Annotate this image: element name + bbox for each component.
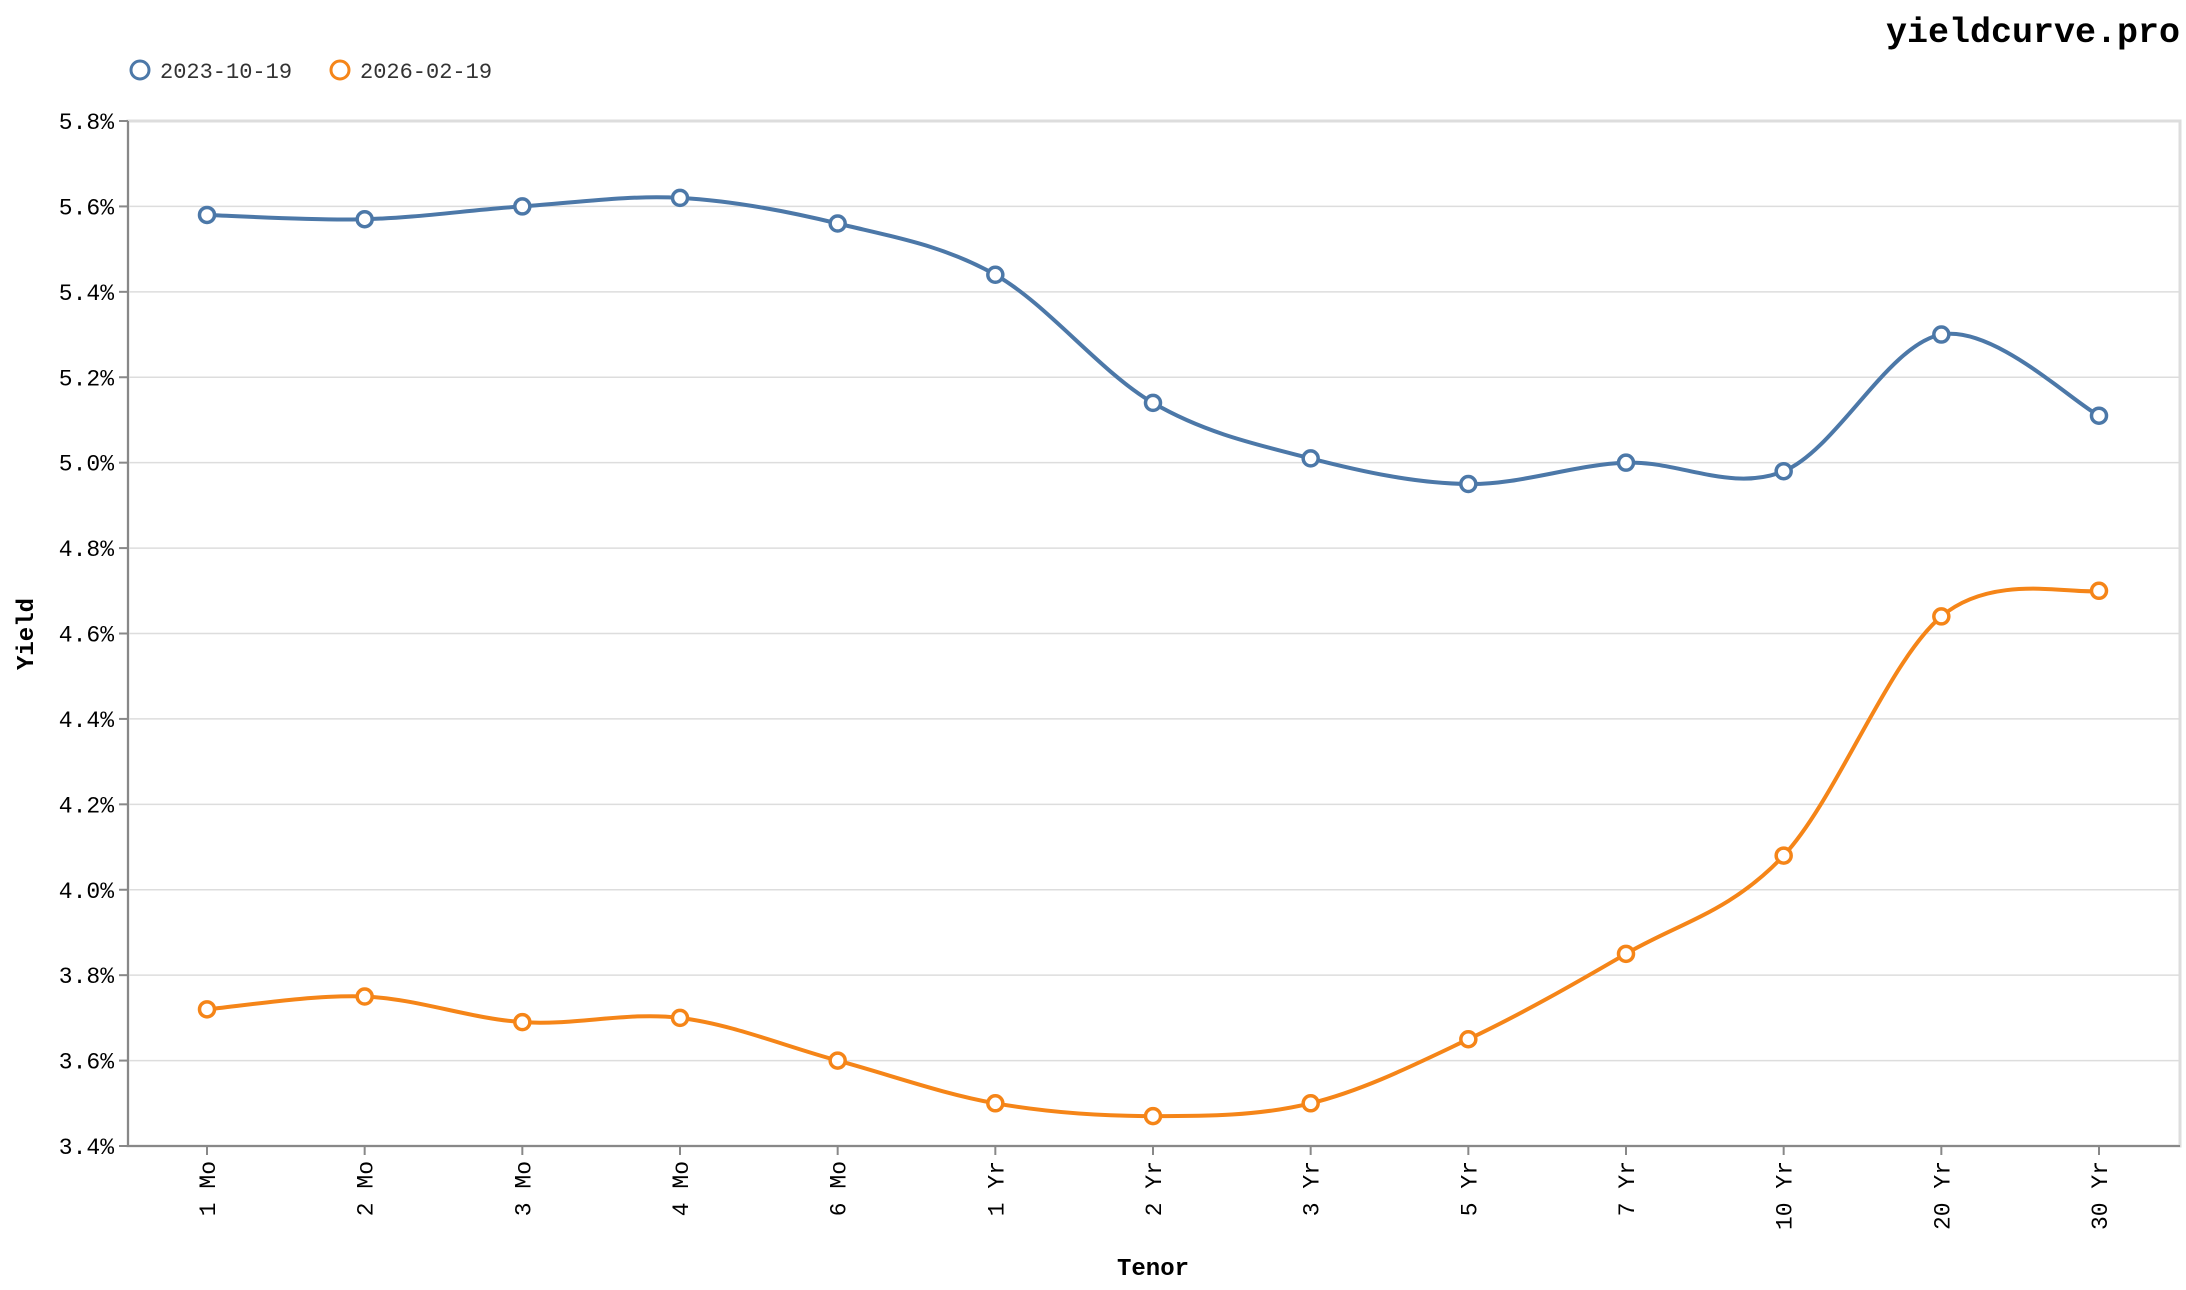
series-line <box>206 586 2100 1119</box>
series-2026-02-19 <box>197 581 2109 1126</box>
data-point <box>1616 453 1636 472</box>
x-tick-label: 4 Mo <box>669 1161 695 1216</box>
data-point <box>355 987 374 1006</box>
data-point <box>1459 1029 1478 1049</box>
data-point <box>2089 581 2109 601</box>
x-axis: 1 Mo 2 Mo 3 Mo 4 Mo 6 Mo 1 Yr 2 Yr 3 Yr 5 Yr 7 Yr… <box>128 1145 2180 1230</box>
legend-marker <box>129 59 151 81</box>
data-point <box>1143 393 1163 413</box>
y-tick-label: 4.6% <box>59 623 114 649</box>
x-tick-label: 5 Yr <box>1457 1161 1483 1216</box>
x-tick-label: 20 Yr <box>1930 1161 1956 1230</box>
y-tick-label: 5.4% <box>59 281 114 307</box>
legend-label: 2026-02-19 <box>360 60 492 85</box>
data-point <box>2089 406 2109 425</box>
data-point <box>1774 846 1793 865</box>
x-tick-label: 30 Yr <box>2088 1161 2114 1230</box>
data-point <box>986 265 1005 284</box>
x-tick-label: 1 Yr <box>984 1161 1010 1216</box>
data-point <box>1301 449 1320 468</box>
y-axis: 3.4% 3.6% 3.8% 4.0% 4.2% 4.4% 4.6% 4.8% 5.0% 5.2%… <box>59 110 129 1161</box>
data-point <box>670 188 690 208</box>
data-point <box>828 214 847 233</box>
y-tick-label: 5.6% <box>59 195 114 221</box>
data-point <box>197 1000 217 1019</box>
y-tick-label: 4.8% <box>59 537 114 563</box>
data-point <box>1932 325 1951 344</box>
y-tick-label: 4.2% <box>59 793 114 819</box>
series-2023-10-19 <box>197 188 2109 494</box>
brand-title: yieldcurve.pro <box>1886 13 2180 53</box>
x-tick-label: 7 Yr <box>1615 1161 1641 1216</box>
y-tick-label: 5.8% <box>59 110 114 136</box>
data-point <box>513 197 532 216</box>
x-tick-label: 10 Yr <box>1773 1161 1799 1230</box>
data-point <box>1459 474 1478 494</box>
data-point <box>1774 461 1793 481</box>
y-tick-label: 4.4% <box>59 708 114 734</box>
data-point <box>1932 607 1951 626</box>
x-tick-label: 3 Yr <box>1300 1161 1326 1216</box>
data-point <box>513 1012 532 1032</box>
data-point <box>1616 944 1636 964</box>
y-axis-title: Yield <box>14 598 41 670</box>
data-point <box>986 1094 1005 1113</box>
data-point <box>670 1008 690 1028</box>
gridlines <box>128 120 2180 1147</box>
x-axis-title: Tenor <box>1117 1256 1189 1283</box>
y-tick-label: 5.2% <box>59 366 114 392</box>
series-line <box>206 195 2100 487</box>
data-point <box>197 205 217 225</box>
y-tick-label: 4.0% <box>59 879 114 905</box>
x-tick-label: 2 Yr <box>1142 1161 1168 1216</box>
data-point <box>355 209 374 229</box>
data-point <box>828 1051 847 1070</box>
legend-label: 2023-10-19 <box>160 60 292 85</box>
legend-marker <box>329 59 351 81</box>
y-tick-label: 3.6% <box>59 1050 114 1076</box>
y-tick-label: 3.8% <box>59 964 114 990</box>
x-tick-label: 1 Mo <box>196 1161 222 1216</box>
y-tick-label: 5.0% <box>59 452 114 478</box>
series-group <box>197 188 2109 1126</box>
x-tick-label: 3 Mo <box>511 1161 537 1216</box>
legend: 2023-10-19 2026-02-19 <box>129 59 492 85</box>
x-tick-label: 2 Mo <box>354 1161 380 1216</box>
data-point <box>1143 1106 1163 1126</box>
x-tick-label: 6 Mo <box>827 1161 853 1216</box>
y-tick-label: 3.4% <box>59 1135 114 1161</box>
data-point <box>1301 1094 1320 1113</box>
